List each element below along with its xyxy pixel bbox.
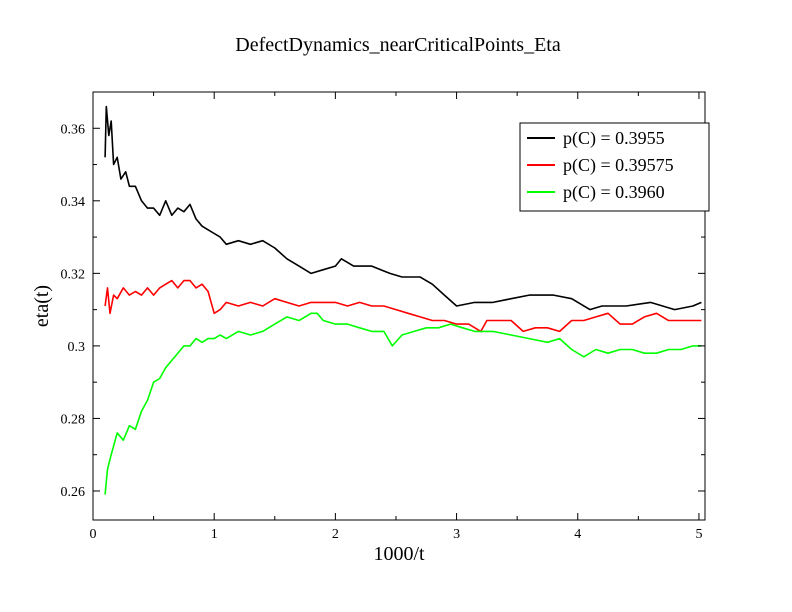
x-axis-label: 1000/t [373,543,425,565]
legend-label-1: p(C) = 0.3955 [563,128,665,149]
y-tick-label: 0.34 [61,195,86,210]
y-tick-label: 0.32 [61,267,86,282]
series-line-1 [104,105,702,311]
series-line-3 [104,312,702,495]
x-tick-label: 4 [574,527,581,542]
y-tick-label: 0.3 [68,340,86,355]
chart-title: DefectDynamics_nearCriticalPoints_Eta [235,34,561,56]
x-tick-label: 2 [332,527,339,542]
y-axis: 0.26 0.28 0.3 0.32 0.34 0.36 [61,122,705,500]
y-tick-label: 0.28 [61,412,86,427]
plot-frame [92,91,706,521]
y-tick-label: 0.36 [61,122,86,137]
series-line-2 [104,279,702,333]
x-tick-label: 1 [211,527,218,542]
y-tick-label: 0.26 [61,485,86,500]
series-layer [104,105,702,495]
legend-label-2: p(C) = 0.39575 [563,155,674,176]
legend: p(C) = 0.3955 p(C) = 0.39575 p(C) = 0.3960 [519,122,710,212]
legend-label-3: p(C) = 0.3960 [563,182,665,203]
x-tick-label: 3 [453,527,460,542]
x-axis: 0 1 2 3 4 5 [90,92,702,542]
x-tick-label: 5 [695,527,702,542]
x-tick-label: 0 [90,527,97,542]
y-axis-label: eta(t) [31,285,53,327]
